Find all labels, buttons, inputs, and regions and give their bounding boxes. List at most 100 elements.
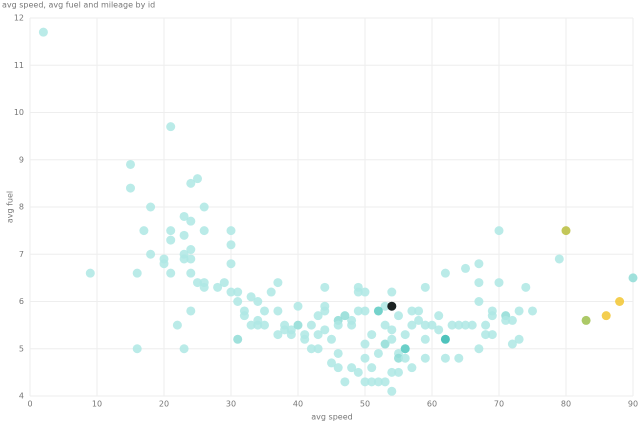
point bbox=[420, 320, 430, 330]
point bbox=[387, 367, 397, 377]
point bbox=[179, 230, 189, 240]
point bbox=[166, 226, 176, 236]
point bbox=[186, 254, 196, 264]
point bbox=[219, 278, 229, 288]
y-tick-label: 11 bbox=[14, 61, 24, 70]
point bbox=[387, 301, 397, 311]
point bbox=[447, 320, 457, 330]
point bbox=[440, 334, 450, 344]
point bbox=[146, 249, 156, 259]
point bbox=[387, 287, 397, 297]
point bbox=[166, 235, 176, 245]
point bbox=[474, 297, 484, 306]
point bbox=[394, 311, 403, 321]
point bbox=[407, 320, 417, 330]
point bbox=[226, 226, 236, 236]
y-tick-label: 6 bbox=[19, 297, 24, 306]
point bbox=[360, 306, 370, 316]
point bbox=[126, 183, 135, 193]
point bbox=[186, 178, 196, 188]
point bbox=[494, 226, 504, 236]
point bbox=[266, 287, 276, 297]
point bbox=[353, 287, 363, 297]
point bbox=[239, 311, 249, 321]
point bbox=[179, 344, 189, 354]
point bbox=[340, 311, 350, 321]
point bbox=[226, 287, 236, 297]
point bbox=[400, 344, 410, 354]
point bbox=[554, 254, 564, 264]
point bbox=[400, 330, 410, 340]
point bbox=[528, 306, 537, 316]
x-tick-label: 50 bbox=[360, 400, 370, 409]
point bbox=[193, 278, 202, 288]
point bbox=[394, 367, 403, 377]
point bbox=[360, 287, 370, 297]
point bbox=[440, 268, 450, 278]
x-tick-label: 80 bbox=[561, 400, 571, 409]
point bbox=[300, 330, 310, 340]
point bbox=[420, 282, 430, 292]
point bbox=[521, 282, 531, 292]
point bbox=[380, 320, 390, 330]
point bbox=[360, 377, 370, 387]
point bbox=[373, 306, 383, 316]
point bbox=[507, 339, 517, 349]
x-axis-label: avg speed bbox=[311, 413, 352, 422]
y-tick-label: 5 bbox=[19, 344, 24, 353]
point bbox=[481, 320, 491, 330]
point bbox=[293, 320, 303, 330]
x-tick-label: 40 bbox=[293, 400, 303, 409]
point bbox=[380, 377, 390, 387]
y-tick-label: 12 bbox=[14, 14, 24, 23]
point bbox=[186, 306, 196, 316]
point bbox=[333, 363, 343, 373]
point bbox=[628, 273, 638, 283]
point bbox=[414, 315, 424, 325]
point bbox=[387, 325, 397, 335]
point bbox=[172, 320, 182, 330]
point bbox=[507, 315, 517, 325]
point bbox=[367, 330, 377, 340]
point bbox=[126, 159, 135, 169]
y-tick-label: 9 bbox=[19, 155, 24, 164]
point bbox=[615, 297, 625, 306]
x-tick-label: 70 bbox=[494, 400, 504, 409]
y-tick-label: 10 bbox=[14, 108, 24, 117]
point bbox=[407, 306, 417, 316]
point bbox=[461, 263, 470, 273]
point bbox=[233, 297, 243, 306]
x-tick-label: 0 bbox=[27, 400, 32, 409]
point bbox=[487, 311, 497, 321]
point bbox=[400, 353, 410, 363]
point bbox=[246, 320, 256, 330]
x-tick-label: 20 bbox=[159, 400, 169, 409]
point bbox=[327, 334, 336, 344]
point bbox=[474, 259, 484, 269]
point bbox=[320, 282, 330, 292]
point bbox=[387, 334, 397, 344]
point bbox=[313, 311, 323, 321]
point bbox=[454, 353, 464, 363]
point bbox=[407, 363, 417, 373]
point bbox=[179, 211, 189, 221]
y-axis-label: avg fuel bbox=[6, 191, 15, 223]
point bbox=[260, 320, 269, 330]
point bbox=[233, 287, 243, 297]
point bbox=[139, 226, 149, 236]
point bbox=[226, 240, 236, 250]
x-tick-label: 90 bbox=[628, 400, 638, 409]
point bbox=[461, 320, 470, 330]
x-tick-label: 10 bbox=[92, 400, 102, 409]
point bbox=[320, 301, 330, 311]
point bbox=[313, 330, 323, 340]
point bbox=[333, 320, 343, 330]
point bbox=[394, 353, 403, 363]
point bbox=[434, 311, 444, 321]
point bbox=[166, 268, 176, 278]
point bbox=[501, 315, 511, 325]
point bbox=[306, 320, 316, 330]
point bbox=[186, 216, 196, 226]
x-tick-label: 30 bbox=[226, 400, 236, 409]
